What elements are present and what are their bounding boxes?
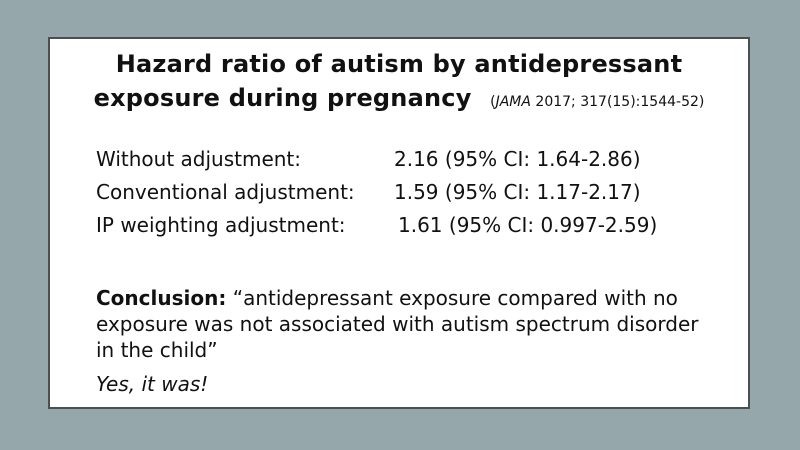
title-text-1: Hazard ratio of autism by antidepressant [115, 50, 683, 78]
conclusion-paragraph: Conclusion: “antidepressant exposure com… [96, 285, 716, 363]
citation-details: 2017; 317(15):1544-52) [535, 94, 705, 110]
citation-journal: JAMA [495, 94, 531, 110]
result-value: 1.59 (95% CI: 1.17-2.17) [394, 180, 641, 204]
result-value: 1.61 (95% CI: 0.997-2.59) [398, 213, 658, 237]
result-label: Without adjustment: [96, 147, 302, 171]
title-text-2: exposure during pregnancy [93, 84, 472, 112]
result-label: Conventional adjustment: [96, 180, 355, 204]
slide-title-line-2: exposure during pregnancy (JAMA 2017; 31… [50, 81, 748, 119]
slide-content-box: Hazard ratio of autism by antidepressant… [48, 37, 750, 409]
conclusion-label: Conclusion: [96, 286, 227, 310]
slide-title-line-1: Hazard ratio of autism by antidepressant [50, 47, 748, 81]
result-label: IP weighting adjustment: [96, 213, 346, 237]
result-value: 2.16 (95% CI: 1.64-2.86) [394, 147, 641, 171]
citation-open-paren: ( [490, 94, 496, 110]
conclusion-quote: “antidepressant exposure compared with n… [96, 286, 699, 362]
citation: (JAMA 2017; 317(15):1544-52) [490, 94, 704, 110]
rebuttal-text: Yes, it was! [96, 372, 209, 396]
